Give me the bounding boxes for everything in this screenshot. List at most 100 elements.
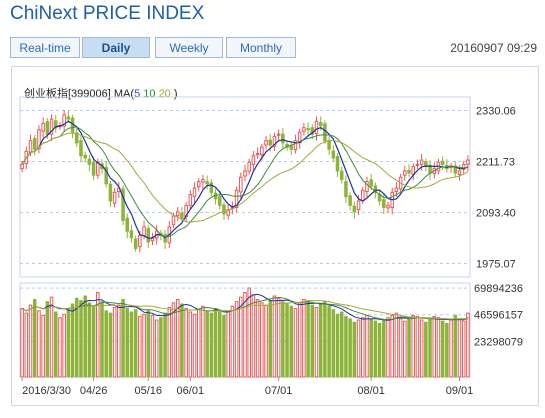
candle-body — [314, 120, 319, 135]
candle-body — [96, 161, 100, 176]
candle-body — [407, 169, 411, 174]
volume-bar — [360, 317, 365, 378]
volume-bar — [310, 304, 315, 378]
volume-bar — [382, 319, 386, 378]
volume-bar — [302, 298, 306, 378]
volume-bar — [171, 302, 176, 378]
candle-body — [293, 140, 298, 151]
price-tick-label: 2211.73 — [476, 156, 515, 168]
volume-bar — [146, 310, 151, 378]
candle-body — [453, 165, 458, 174]
volume-bar — [440, 320, 445, 378]
volume-bar — [348, 318, 352, 378]
candle-body — [49, 118, 54, 135]
volume-bar — [62, 313, 66, 378]
candle-body — [339, 170, 344, 180]
volume-bar — [432, 316, 437, 378]
volume-bar — [70, 303, 75, 378]
candle-body — [226, 209, 230, 216]
volume-bar — [373, 320, 378, 378]
candle-body — [360, 189, 365, 202]
volume-bar — [112, 306, 117, 378]
volume-bar — [272, 295, 277, 378]
candle-body — [209, 182, 214, 193]
candle-body — [281, 133, 285, 144]
candle-body — [268, 139, 272, 146]
ma5-label: 5 — [134, 88, 141, 100]
page-title: ChiNext PRICE INDEX — [10, 3, 205, 24]
volume-bar — [205, 310, 209, 378]
candle-body — [289, 145, 294, 150]
tab-real-time[interactable]: Real-time — [10, 37, 80, 58]
candle-body — [234, 189, 239, 208]
volume-bar — [394, 312, 399, 378]
volume-bar — [192, 313, 197, 378]
candle-body — [138, 235, 142, 248]
candle-body — [104, 166, 108, 185]
candle-body — [352, 205, 357, 213]
volume-bar — [129, 311, 134, 378]
volume-bar — [276, 297, 281, 378]
candle-body — [91, 162, 96, 176]
tab-monthly[interactable]: Monthly — [226, 37, 296, 58]
volume-bar — [196, 309, 201, 378]
tab-daily[interactable]: Daily — [82, 37, 150, 58]
volume-bar — [323, 301, 327, 378]
volume-bar — [407, 317, 411, 378]
price-tick-label: 2330.06 — [476, 105, 516, 117]
volume-bar — [281, 301, 285, 378]
volume-bar — [175, 298, 180, 378]
candle-body — [348, 195, 352, 206]
candle-body — [41, 122, 45, 132]
volume-bar — [369, 318, 373, 378]
candle-body — [196, 181, 201, 188]
candle-body — [20, 163, 24, 170]
candle-body — [411, 166, 415, 175]
volume-bar — [117, 304, 121, 378]
volume-bar — [453, 314, 458, 378]
volume-bar — [356, 319, 361, 378]
price-tick-label: 2093.40 — [476, 207, 516, 219]
volume-bar — [230, 305, 235, 378]
x-tick-label: 04/26 — [80, 385, 108, 397]
candle-body — [344, 181, 348, 198]
volume-bar — [213, 308, 218, 378]
x-tick-label: 2016/3/30 — [22, 385, 71, 397]
volume-bar — [28, 304, 33, 378]
candle-body — [28, 140, 33, 153]
candle-body — [365, 181, 369, 193]
volume-bar — [24, 312, 29, 378]
volume-bar — [419, 319, 424, 378]
ma5-line — [21, 120, 469, 239]
volume-bar — [243, 292, 247, 378]
candle-body — [394, 187, 399, 193]
volume-bar — [461, 320, 466, 378]
timestamp: 20160907 09:29 — [450, 41, 537, 55]
candle-body — [121, 188, 125, 221]
ma10-line — [21, 126, 468, 238]
volume-bar — [188, 311, 193, 378]
candle-body — [251, 155, 256, 165]
candle-body — [146, 228, 151, 243]
volume-tick-label: 46596157 — [474, 310, 523, 322]
volume-tick-label: 69894236 — [474, 283, 523, 295]
candle-body — [369, 179, 373, 187]
tab-weekly[interactable]: Weekly — [155, 37, 223, 58]
candle-body — [142, 226, 146, 237]
candle-body — [247, 161, 251, 172]
candle-body — [457, 170, 462, 175]
candle-body — [133, 238, 138, 249]
volume-bar — [398, 318, 403, 378]
candle-body — [403, 170, 407, 176]
volume-bar — [75, 297, 79, 378]
volume-bar — [264, 304, 268, 378]
candle-body — [239, 176, 243, 193]
candle-body — [112, 191, 117, 204]
candle-body — [129, 230, 134, 239]
volume-bar — [138, 316, 142, 378]
candle-body — [318, 122, 323, 127]
candle-body — [306, 128, 310, 131]
volume-bar — [121, 298, 125, 378]
candle-body — [327, 140, 331, 150]
volume-bar — [285, 303, 289, 378]
